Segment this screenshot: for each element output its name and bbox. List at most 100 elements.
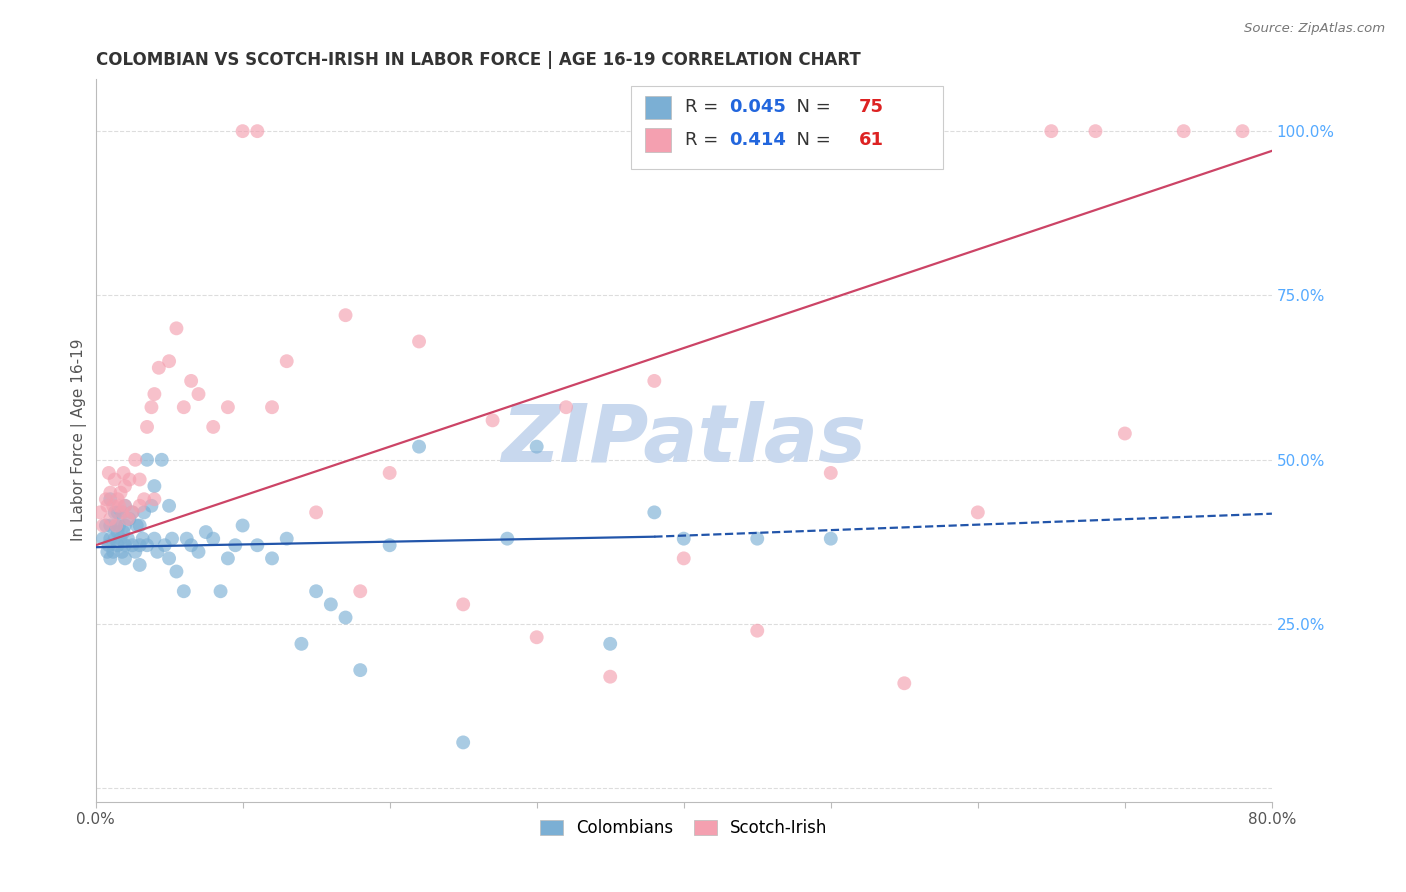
Point <box>408 440 430 454</box>
FancyBboxPatch shape <box>645 96 671 119</box>
Point <box>136 538 159 552</box>
Point <box>246 538 269 552</box>
Point <box>136 420 159 434</box>
Point <box>555 401 578 415</box>
Point <box>97 466 120 480</box>
Point <box>180 374 202 388</box>
Point <box>260 551 283 566</box>
Point <box>132 505 155 519</box>
Text: COLOMBIAN VS SCOTCH-IRISH IN LABOR FORCE | AGE 16-19 CORRELATION CHART: COLOMBIAN VS SCOTCH-IRISH IN LABOR FORCE… <box>96 51 860 69</box>
Text: ZIPatlas: ZIPatlas <box>501 401 866 479</box>
Point <box>1232 124 1254 138</box>
Point <box>209 584 232 599</box>
Point <box>747 624 769 638</box>
Point <box>111 545 134 559</box>
Point <box>131 532 153 546</box>
Text: 0.045: 0.045 <box>730 98 786 117</box>
Point <box>105 518 128 533</box>
Point <box>89 505 111 519</box>
Point <box>104 505 127 519</box>
Point <box>496 532 519 546</box>
Point <box>114 499 136 513</box>
Point <box>747 532 769 546</box>
Point <box>599 670 621 684</box>
Point <box>349 663 371 677</box>
Point <box>112 466 135 480</box>
Point <box>103 545 125 559</box>
Point <box>143 492 166 507</box>
Text: N =: N = <box>785 131 831 149</box>
Point <box>112 525 135 540</box>
Point <box>1084 124 1107 138</box>
Point <box>335 610 357 624</box>
Text: Source: ZipAtlas.com: Source: ZipAtlas.com <box>1244 22 1385 36</box>
Point <box>132 492 155 507</box>
Point <box>128 499 150 513</box>
Point <box>202 420 225 434</box>
Point <box>105 518 128 533</box>
Point <box>157 499 180 513</box>
Point <box>107 525 129 540</box>
Point <box>96 545 118 559</box>
Point <box>378 538 401 552</box>
Point <box>1114 426 1136 441</box>
Point <box>114 551 136 566</box>
Point <box>107 492 129 507</box>
Point <box>110 532 132 546</box>
Point <box>599 637 621 651</box>
Point <box>451 598 474 612</box>
Point <box>276 354 298 368</box>
Point <box>305 505 328 519</box>
Point <box>202 532 225 546</box>
Point <box>111 505 134 519</box>
Point <box>194 525 217 540</box>
Point <box>143 387 166 401</box>
Point <box>143 532 166 546</box>
Point <box>820 532 842 546</box>
Point <box>246 124 269 138</box>
Point <box>118 512 141 526</box>
Point <box>94 492 117 507</box>
Point <box>232 518 254 533</box>
Point <box>117 532 139 546</box>
Point <box>153 538 176 552</box>
Point <box>103 499 125 513</box>
Legend: Colombians, Scotch-Irish: Colombians, Scotch-Irish <box>533 813 834 844</box>
Point <box>121 505 143 519</box>
Point <box>128 518 150 533</box>
Point <box>526 630 548 644</box>
Point <box>165 565 187 579</box>
Point <box>224 538 246 552</box>
Point <box>128 538 150 552</box>
Point <box>1040 124 1063 138</box>
Point <box>107 538 129 552</box>
Point <box>349 584 371 599</box>
Point <box>114 538 136 552</box>
Text: 61: 61 <box>859 131 884 149</box>
Point <box>98 492 121 507</box>
Text: R =: R = <box>685 98 724 117</box>
Text: N =: N = <box>785 98 831 117</box>
Point <box>305 584 328 599</box>
Point <box>98 485 121 500</box>
Point <box>481 413 503 427</box>
Point <box>165 321 187 335</box>
FancyBboxPatch shape <box>631 86 942 169</box>
Point <box>176 532 198 546</box>
Point <box>150 452 173 467</box>
Point <box>98 532 121 546</box>
Point <box>128 558 150 572</box>
Point <box>117 512 139 526</box>
Point <box>335 308 357 322</box>
Point <box>672 532 695 546</box>
Point <box>148 360 170 375</box>
Point <box>319 598 342 612</box>
Point <box>260 401 283 415</box>
Point <box>160 532 183 546</box>
Point <box>121 538 143 552</box>
Point <box>173 401 195 415</box>
FancyBboxPatch shape <box>645 128 671 152</box>
Point <box>121 505 143 519</box>
Point <box>672 551 695 566</box>
Point <box>451 735 474 749</box>
